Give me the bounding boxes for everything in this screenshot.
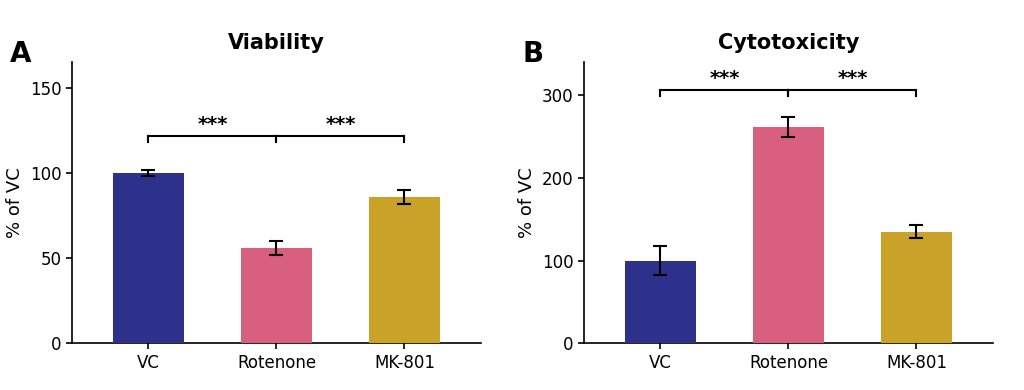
Bar: [626, 261, 695, 343]
Text: ***: ***: [710, 69, 739, 88]
Bar: [242, 248, 311, 343]
Title: Viability: Viability: [228, 32, 325, 53]
Y-axis label: % of VC: % of VC: [6, 167, 25, 238]
Title: Cytotoxicity: Cytotoxicity: [718, 32, 859, 53]
Bar: [370, 197, 439, 343]
Text: ***: ***: [326, 115, 355, 134]
Text: ***: ***: [838, 69, 867, 88]
Bar: [882, 232, 951, 343]
Y-axis label: % of VC: % of VC: [518, 167, 537, 238]
Bar: [114, 173, 183, 343]
Bar: [754, 127, 823, 343]
Text: B: B: [522, 40, 544, 68]
Text: ***: ***: [198, 115, 227, 134]
Text: A: A: [10, 40, 32, 68]
